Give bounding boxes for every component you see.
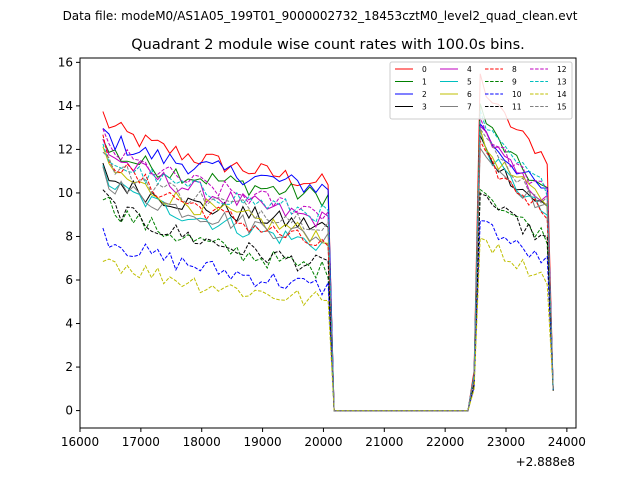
axis-ticks: 16000 17000 18000 19000 20000 21000 22000 23000… <box>58 55 586 449</box>
series-line-11 <box>102 189 554 412</box>
legend-label-8: 8 <box>512 65 517 74</box>
legend-label-1: 1 <box>422 78 427 87</box>
data-file-caption: Data file: modeM0/AS1A05_199T01_90000027… <box>63 9 578 23</box>
y-tick-label: 14 <box>58 99 73 113</box>
legend-label-15: 15 <box>557 103 567 112</box>
y-tick-label: 2 <box>65 360 73 374</box>
legend-label-5: 5 <box>467 78 472 87</box>
legend-label-4: 4 <box>467 65 472 74</box>
y-tick-label: 0 <box>65 404 73 418</box>
y-tick-label: 16 <box>58 55 73 69</box>
legend-label-9: 9 <box>512 78 517 87</box>
legend-label-11: 11 <box>512 103 522 112</box>
series-line-8 <box>102 134 554 412</box>
legend-label-14: 14 <box>557 90 567 99</box>
legend-label-2: 2 <box>422 90 427 99</box>
x-tick-label: 19000 <box>243 435 281 449</box>
legend-label-7: 7 <box>467 103 472 112</box>
x-tick-label: 23000 <box>487 435 525 449</box>
plot-frame <box>79 57 577 429</box>
y-tick-label: 6 <box>65 273 73 287</box>
series-line-15 <box>102 127 554 412</box>
x-tick-label: 18000 <box>183 435 221 449</box>
x-tick-label: 22000 <box>426 435 464 449</box>
legend-label-13: 13 <box>557 78 567 87</box>
x-offset-label: +2.888e8 <box>516 455 575 469</box>
x-tick-label: 20000 <box>304 435 342 449</box>
legend-label-12: 12 <box>557 65 567 74</box>
legend-box <box>389 61 573 120</box>
x-tick-label: 24000 <box>548 435 586 449</box>
x-tick-label: 17000 <box>122 435 160 449</box>
chart-title: Quadrant 2 module wise count rates with … <box>131 37 525 53</box>
y-tick-label: 12 <box>58 142 73 156</box>
y-tick-label: 10 <box>58 186 73 200</box>
legend-label-0: 0 <box>422 65 427 74</box>
y-tick-label: 4 <box>65 317 73 331</box>
x-tick-label: 21000 <box>365 435 403 449</box>
series-layer <box>102 73 554 412</box>
legend-label-6: 6 <box>467 90 472 99</box>
legend-label-3: 3 <box>422 103 427 112</box>
x-tick-label: 16000 <box>61 435 99 449</box>
series-line-14 <box>102 237 554 412</box>
legend-label-10: 10 <box>512 90 522 99</box>
y-tick-label: 8 <box>65 229 73 243</box>
